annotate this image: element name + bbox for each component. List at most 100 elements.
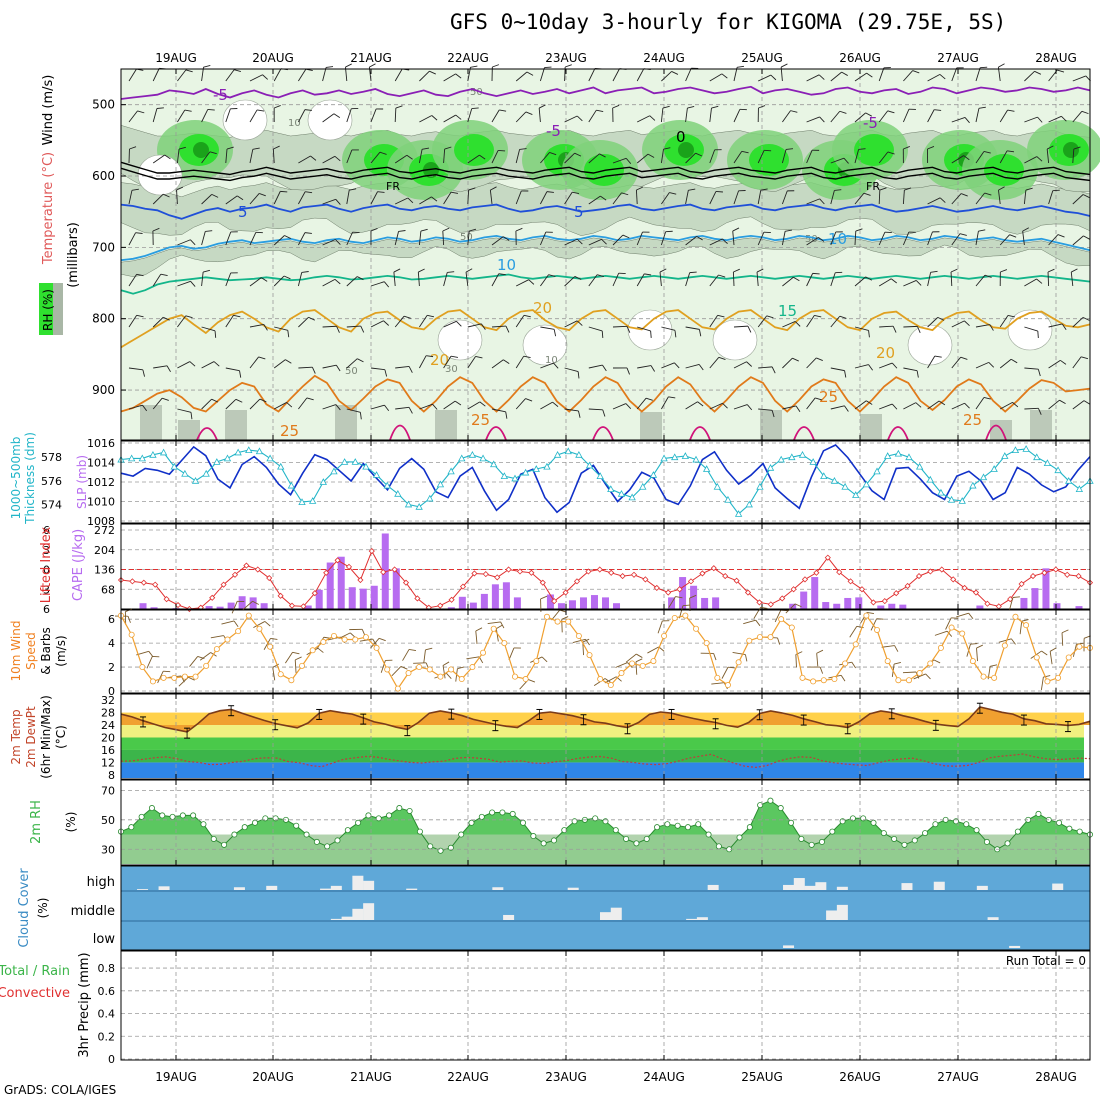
wind-barb bbox=[346, 149, 359, 164]
rh-marker bbox=[973, 827, 980, 834]
wind-barb bbox=[538, 104, 546, 123]
lifted-index-marker bbox=[687, 578, 695, 585]
isotherm-label: -5 bbox=[213, 86, 228, 104]
wind-barb bbox=[515, 279, 535, 287]
wind-barb bbox=[346, 231, 360, 246]
wind-barb bbox=[612, 234, 630, 246]
date-label-bottom: 28AUG bbox=[1035, 1070, 1077, 1084]
cape-bar bbox=[304, 605, 312, 609]
thickness-marker bbox=[191, 476, 200, 484]
wind-barb bbox=[273, 235, 291, 246]
thickness-marker bbox=[543, 462, 551, 470]
wind-barb bbox=[1061, 629, 1069, 646]
wind-barb bbox=[152, 107, 164, 123]
wind-speed-marker bbox=[437, 673, 444, 680]
lifted-index-marker bbox=[528, 569, 535, 576]
precip-tick-label: 0 bbox=[108, 1053, 115, 1066]
thickness-marker bbox=[873, 467, 881, 475]
cape-bar bbox=[502, 582, 510, 609]
thickness-marker bbox=[170, 462, 178, 470]
thickness-tick-label: 576 bbox=[41, 475, 62, 488]
wind-barb bbox=[854, 228, 863, 246]
thickness-marker bbox=[490, 460, 498, 468]
wind-barb bbox=[443, 355, 459, 369]
wind-barb bbox=[636, 231, 650, 246]
cape-bar bbox=[877, 605, 885, 609]
wind-barb bbox=[951, 117, 970, 124]
wind-barb bbox=[564, 191, 580, 205]
wind-barb bbox=[588, 364, 607, 372]
rh-marker bbox=[159, 812, 166, 819]
rh-marker bbox=[1056, 819, 1063, 826]
thickness-marker bbox=[1043, 459, 1052, 466]
rh-patch-dry bbox=[1007, 309, 1053, 351]
li-tick-label: 3 bbox=[43, 544, 50, 557]
wind-barb bbox=[177, 315, 193, 328]
cloud-cover-bar bbox=[137, 889, 149, 890]
cloud-cover-bar bbox=[363, 903, 375, 920]
wind-barb bbox=[975, 397, 991, 410]
wind-speed-marker bbox=[213, 646, 220, 653]
wind-barb bbox=[152, 193, 170, 205]
cape-bar bbox=[205, 606, 213, 609]
axis-label-wind: 10m Wind bbox=[9, 621, 23, 682]
lifted-index-marker bbox=[243, 562, 250, 569]
lifted-index-marker bbox=[254, 566, 261, 573]
rh-marker bbox=[571, 818, 578, 825]
wind-barb bbox=[395, 197, 414, 205]
wind-barb bbox=[442, 661, 450, 679]
wind-barb bbox=[945, 617, 959, 630]
wind-barb bbox=[225, 314, 241, 328]
wind-barb bbox=[661, 396, 676, 410]
wind-barb bbox=[272, 663, 280, 681]
isotherm-30 bbox=[196, 427, 218, 441]
thickness-frame bbox=[120, 440, 1091, 524]
wind-barb bbox=[647, 646, 665, 654]
wind-speed-marker bbox=[586, 652, 593, 659]
thickness-marker bbox=[660, 454, 668, 462]
cape-tick-label: 204 bbox=[94, 544, 115, 557]
thickness-marker bbox=[884, 452, 892, 459]
rh-marker bbox=[891, 835, 898, 842]
li-tick-label: 6 bbox=[43, 603, 50, 616]
thickness-marker bbox=[372, 471, 381, 478]
lifted-index-marker bbox=[733, 577, 740, 584]
wind-barb bbox=[284, 651, 300, 664]
wind-barb bbox=[370, 404, 390, 412]
wind-barb bbox=[491, 325, 510, 333]
lifted-index-marker bbox=[573, 578, 581, 585]
wind-speed-marker bbox=[959, 630, 966, 637]
wind-barb bbox=[781, 148, 794, 164]
wind-barb bbox=[830, 71, 848, 82]
wind-barb bbox=[152, 273, 168, 287]
rh-patch-dry bbox=[522, 324, 568, 366]
wind-barb bbox=[999, 269, 1008, 287]
cape-bar bbox=[469, 602, 477, 609]
pressure-tick-label: 800 bbox=[92, 312, 115, 326]
cape-bar bbox=[359, 588, 367, 609]
wind-barb bbox=[927, 355, 942, 369]
wind-barb bbox=[951, 193, 968, 205]
wind-barb bbox=[659, 268, 667, 287]
isotherm-30 bbox=[485, 426, 507, 441]
wind-barb bbox=[491, 149, 506, 164]
cape-bar bbox=[348, 587, 356, 609]
lifted-index-marker bbox=[231, 571, 239, 578]
wind-barb bbox=[322, 404, 341, 411]
wind-barb bbox=[709, 314, 725, 328]
wind-barb bbox=[816, 649, 824, 667]
wind-barb bbox=[951, 320, 970, 328]
rh-patch-dry bbox=[437, 319, 483, 361]
wind-barb bbox=[221, 620, 239, 627]
wind-barb bbox=[128, 404, 148, 412]
wind-barb bbox=[625, 653, 643, 663]
rh-marker bbox=[355, 819, 362, 826]
axis-label-rh-units: (%) bbox=[64, 812, 78, 833]
wind-barb bbox=[660, 147, 671, 164]
wind-barb bbox=[785, 603, 802, 614]
rh-patch-saturated bbox=[193, 142, 209, 158]
wind-barb bbox=[1024, 367, 1041, 377]
freezing-level-label: FR bbox=[386, 180, 400, 193]
freezing-level-line bbox=[120, 167, 1091, 182]
legend-rh-label: RH (%) bbox=[41, 289, 55, 331]
